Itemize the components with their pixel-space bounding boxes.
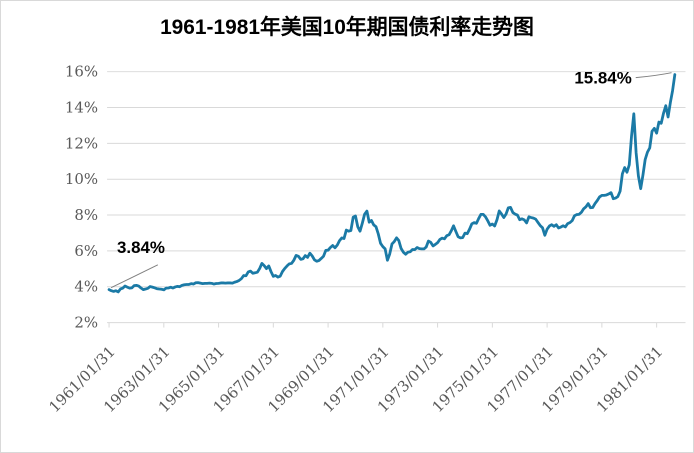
y-tick-label: 16%: [65, 63, 98, 81]
rate-line: [107, 73, 677, 294]
chart-title: 1961-1981年美国10年期国债利率走势图: [160, 15, 534, 39]
y-tick-label: 12%: [65, 134, 98, 152]
annotation-start-label: 3.84%: [117, 238, 165, 257]
annotation-end: 15.84%: [574, 69, 672, 88]
y-tick-label: 14%: [65, 99, 98, 117]
y-tick-label: 8%: [74, 206, 98, 224]
y-tick-label: 10%: [65, 170, 98, 188]
data-series: [107, 73, 677, 294]
y-tick-label: 6%: [74, 242, 98, 260]
y-tick-label: 4%: [74, 278, 98, 296]
start-leader-line: [110, 264, 159, 289]
annotation-start: 3.84%: [110, 238, 165, 289]
annotation-end-label: 15.84%: [574, 69, 631, 88]
y-tick-label: 2%: [74, 314, 98, 332]
gridlines: [107, 71, 686, 324]
end-leader-line: [635, 72, 672, 79]
